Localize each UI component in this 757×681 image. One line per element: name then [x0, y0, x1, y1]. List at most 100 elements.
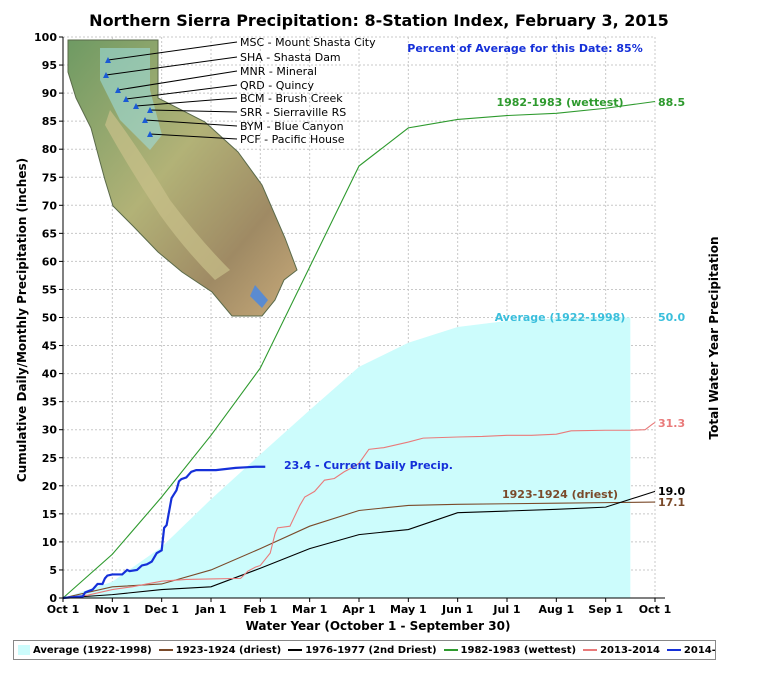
y-tick-label: 65	[42, 227, 57, 240]
station-label: SRR - Sierraville RS	[240, 106, 346, 119]
axes: 0 5 10 15 20 25 30 35 40 45 50 55 60 65 70 75 80 85 90 95 10…	[34, 31, 671, 616]
station-leader-line	[135, 97, 238, 107]
legend-swatch	[288, 649, 303, 651]
station-marker-icon	[115, 87, 121, 93]
series-line	[62, 421, 656, 599]
y-tick-label: 25	[42, 452, 57, 465]
y-tick-label: 15	[42, 508, 57, 521]
station-label: BCM - Brush Creek	[240, 92, 343, 105]
y-tick-label: 30	[42, 424, 58, 437]
series-inline-label: 1982-1983 (wettest)	[496, 96, 623, 109]
x-tick-label: May 1	[390, 603, 427, 616]
average-area-layer	[63, 317, 631, 598]
legend-swatch	[583, 649, 598, 651]
percent-of-average-note: Percent of Average for this Date: 85%	[407, 42, 642, 55]
y-tick-label: 95	[42, 59, 57, 72]
y-tick-label: 60	[42, 255, 58, 268]
series-line	[62, 100, 656, 599]
legend-label: Average (1922-1998)	[33, 644, 152, 656]
y-tick-label: 35	[42, 396, 57, 409]
california-map: MSC - Mount Shasta City SHA - Shasta DamM…	[67, 36, 376, 317]
y-axis-label: Cumulative Daily/Monthly Precipitation (…	[15, 158, 29, 482]
lake-icon	[250, 285, 268, 308]
y-tick-label: 100	[34, 31, 57, 44]
station-marker-icon	[103, 72, 109, 78]
series-lines	[62, 100, 656, 600]
x-tick-label: Feb 1	[243, 603, 277, 616]
y-tick-label: 45	[42, 340, 57, 353]
legend-label: 2014-2015 (current)	[683, 644, 716, 656]
legend-item: 1976-1977 (2nd Driest)	[288, 644, 437, 656]
legend-label: 1923-1924 (driest)	[175, 644, 282, 656]
series-end-value: 17.1	[658, 496, 685, 509]
y-tick-label: 0	[49, 592, 57, 605]
station-label: MNR - Mineral	[240, 65, 317, 78]
legend-item: 1923-1924 (driest)	[158, 644, 282, 656]
y-tick-label: 40	[42, 368, 58, 381]
legend-swatch	[443, 649, 458, 651]
station-leader-line	[117, 70, 238, 91]
station-label: BYM - Blue Canyon	[240, 120, 344, 133]
legend-label: 1976-1977 (2nd Driest)	[305, 644, 437, 656]
y-tick-label: 75	[42, 171, 57, 184]
station-leader-line	[149, 133, 238, 140]
legend-swatch	[18, 645, 30, 655]
x-tick-label: Apr 1	[342, 603, 375, 616]
series-labels: Average (1922-1998) 50.0 1923-1924 (driest…	[284, 96, 685, 509]
y-tick-label: 10	[42, 536, 58, 549]
series-line	[62, 465, 266, 600]
legend-item: 2013-2014	[583, 645, 660, 656]
series-inline-label: Average (1922-1998)	[495, 311, 626, 324]
station-label: PCF - Pacific House	[240, 133, 345, 146]
x-tick-label: Mar 1	[292, 603, 327, 616]
series-end-value: 19.0	[658, 485, 685, 498]
y-tick-label: 85	[42, 115, 57, 128]
x-tick-label: Oct 1	[639, 603, 672, 616]
series-inline-label: 1923-1924 (driest)	[502, 488, 618, 501]
legend-item: 1982-1983 (wettest)	[443, 644, 577, 656]
x-tick-label: Jul 1	[492, 603, 520, 616]
legend-item: Average (1922-1998)	[18, 645, 152, 656]
station-leader-line	[107, 41, 238, 61]
x-axis-label: Water Year (October 1 - September 30)	[246, 619, 511, 633]
y-tick-label: 55	[42, 283, 57, 296]
legend-item: 2014-2015 (current)	[666, 644, 716, 656]
station-leader-line	[144, 119, 238, 127]
series-end-value: 23.4 - Current Daily Precip.	[284, 459, 453, 472]
y-tick-label: 80	[42, 143, 58, 156]
series-end-value: 50.0	[658, 311, 685, 324]
station-marker-icon	[133, 103, 139, 109]
station-leader-line	[125, 84, 238, 100]
x-tick-label: Jan 1	[195, 603, 227, 616]
y-tick-label: 70	[42, 199, 58, 212]
central-valley	[105, 110, 230, 280]
station-label: QRD - Quincy	[240, 79, 314, 92]
series-end-value: 31.3	[658, 417, 685, 430]
series-end-value: 88.5	[658, 96, 685, 109]
chart-legend: Average (1922-1998) 1923-1924 (driest) 197…	[13, 640, 716, 660]
station-leader-line	[105, 56, 238, 76]
legend-label: 2013-2014	[600, 644, 660, 656]
series-line	[62, 490, 656, 599]
station-leader-line	[149, 109, 238, 113]
legend-swatch	[158, 649, 173, 651]
x-tick-label: Sep 1	[588, 603, 623, 616]
station-label: SHA - Shasta Dam	[240, 51, 341, 64]
y-tick-label: 20	[42, 480, 58, 493]
station-marker-icon	[147, 107, 153, 113]
legend-swatch	[666, 649, 681, 651]
y-tick-label: 90	[42, 87, 58, 100]
y-tick-label: 50	[42, 312, 58, 325]
series-line	[62, 501, 656, 599]
station-marker-icon	[147, 131, 153, 137]
station-marker-icon	[142, 117, 148, 123]
station-label: MSC - Mount Shasta City	[240, 36, 376, 49]
chart-title: Northern Sierra Precipitation: 8-Station…	[89, 11, 669, 30]
station-marker-icon	[105, 57, 111, 63]
y-tick-label: 5	[49, 564, 57, 577]
legend-label: 1982-1983 (wettest)	[460, 644, 577, 656]
x-tick-label: Nov 1	[95, 603, 130, 616]
station-marker-icon	[123, 96, 129, 102]
x-tick-label: Aug 1	[538, 603, 574, 616]
